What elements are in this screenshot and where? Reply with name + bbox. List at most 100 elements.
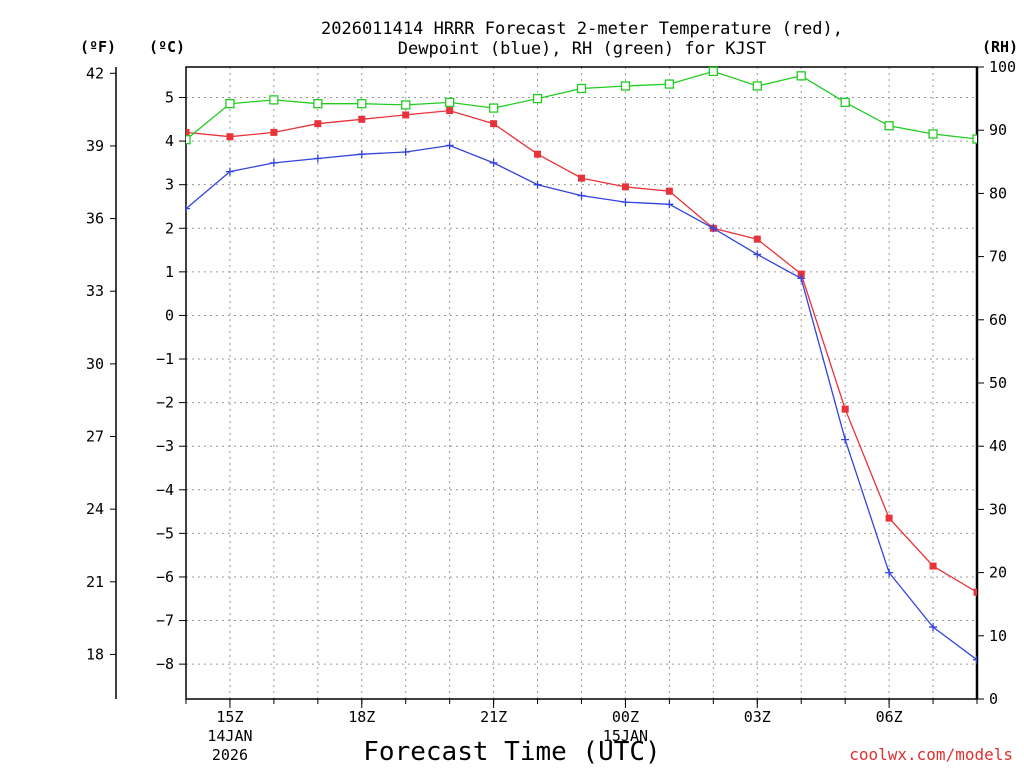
celsius-tick-label: 5	[165, 89, 174, 107]
x-tick-label: 06Z	[876, 708, 903, 726]
dewpoint-point	[577, 191, 586, 200]
celsius-tick-label: −8	[156, 655, 174, 673]
dewpoint-point	[753, 250, 762, 259]
temperature-point	[797, 270, 805, 278]
dewpoint-point	[841, 435, 850, 444]
fahrenheit-tick-label: 39	[86, 137, 104, 155]
temperature-point	[621, 183, 629, 191]
rh-tick-label: 30	[989, 500, 1007, 518]
x-tick-date: 14JAN	[207, 727, 252, 745]
dewpoint-point	[489, 158, 498, 167]
rh-point	[664, 79, 675, 89]
rh-tick-label: 10	[989, 627, 1007, 645]
rh-point	[620, 81, 631, 91]
fahrenheit-tick-label: 21	[86, 573, 104, 591]
axes	[115, 66, 979, 700]
series-group	[186, 66, 977, 664]
temperature-point	[270, 128, 278, 136]
rh-point	[576, 83, 587, 94]
plot-frame	[185, 66, 978, 700]
rh-point	[269, 95, 279, 105]
dewpoint-point	[269, 158, 278, 167]
dewpoint-point	[445, 141, 454, 150]
rh-point	[884, 121, 894, 131]
rh-point	[752, 81, 762, 91]
temperature-point	[578, 174, 585, 182]
dewpoint-point	[313, 154, 322, 163]
fahrenheit-tick-label: 36	[86, 210, 104, 228]
celsius-tick-label: −6	[156, 568, 174, 586]
x-tick-label: 21Z	[480, 708, 507, 726]
rh-point	[796, 71, 806, 81]
celsius-unit-label: (ºC)	[149, 38, 185, 56]
rh-tick-label: 70	[989, 248, 1007, 266]
x-tick-label: 00Z	[612, 708, 639, 726]
temperature-point	[929, 562, 937, 570]
celsius-tick-label: −3	[156, 437, 174, 455]
celsius-tick-label: −7	[156, 612, 174, 630]
dewpoint-point	[885, 568, 894, 577]
fahrenheit-tick-label: 42	[86, 64, 104, 82]
watermark: coolwx.com/models	[849, 745, 1013, 764]
dewpoint-point	[709, 224, 718, 233]
gridlines	[186, 67, 977, 699]
fahrenheit-tick-label: 27	[86, 428, 104, 446]
x-tick-year: 2026	[212, 746, 248, 764]
x-tick-label: 15Z	[216, 708, 243, 726]
axis-ticks: 543210−1−2−3−4−5−6−7−8423936333027242118…	[86, 58, 1016, 764]
temperature-point	[402, 111, 410, 119]
celsius-tick-label: −1	[156, 350, 174, 368]
temperature-point	[314, 120, 322, 128]
celsius-tick-label: −4	[156, 481, 174, 499]
temperature-point	[358, 115, 366, 123]
rh-point	[357, 99, 367, 109]
temperature-point	[665, 187, 673, 195]
dewpoint-point	[797, 274, 806, 283]
fahrenheit-unit-label: (ºF)	[80, 38, 116, 56]
data-series	[186, 66, 977, 664]
temperature-point	[534, 150, 542, 158]
celsius-tick-label: −2	[156, 394, 174, 412]
temperature-point	[490, 120, 498, 128]
rh-point	[840, 97, 850, 108]
rh-point	[225, 99, 235, 109]
dewpoint-point	[225, 167, 234, 176]
x-tick-label: 18Z	[348, 708, 375, 726]
dewpoint-point	[621, 198, 630, 207]
fahrenheit-tick-label: 24	[86, 500, 104, 518]
fahrenheit-tick-label: 18	[86, 645, 104, 663]
dewpoint-point	[665, 200, 674, 209]
fahrenheit-tick-label: 30	[86, 355, 104, 373]
rh-unit-label: (RH)	[982, 38, 1018, 56]
rh-tick-label: 20	[989, 564, 1007, 582]
celsius-tick-label: 0	[165, 306, 174, 324]
rh-point	[313, 99, 323, 109]
celsius-tick-label: 4	[165, 132, 174, 150]
rh-point	[186, 135, 191, 145]
x-tick-label: 03Z	[744, 708, 771, 726]
celsius-tick-label: 2	[165, 219, 174, 237]
dewpoint-point	[401, 147, 410, 156]
rh-tick-label: 80	[989, 184, 1007, 202]
rh-point	[708, 66, 718, 77]
rh-tick-label: 90	[989, 121, 1007, 139]
dewpoint-point	[357, 150, 366, 159]
rh-tick-label: 0	[989, 690, 998, 708]
dewpoint-point	[973, 655, 977, 664]
rh-point	[488, 103, 499, 113]
rh-point	[401, 100, 411, 110]
rh-tick-label: 60	[989, 311, 1007, 329]
temperature-point	[973, 588, 977, 596]
temperature-point	[186, 128, 190, 136]
rh-point	[972, 134, 977, 144]
rh-tick-label: 40	[989, 437, 1007, 455]
temperature-point	[885, 514, 893, 522]
chart-title-line2: Dewpoint (blue), RH (green) for KJST	[398, 39, 766, 59]
temperature-point	[226, 133, 234, 141]
dewpoint-point	[186, 204, 190, 213]
rh-point	[445, 97, 455, 108]
celsius-tick-label: 1	[165, 263, 174, 281]
rh-tick-label: 100	[989, 58, 1016, 76]
celsius-tick-label: 3	[165, 176, 174, 194]
